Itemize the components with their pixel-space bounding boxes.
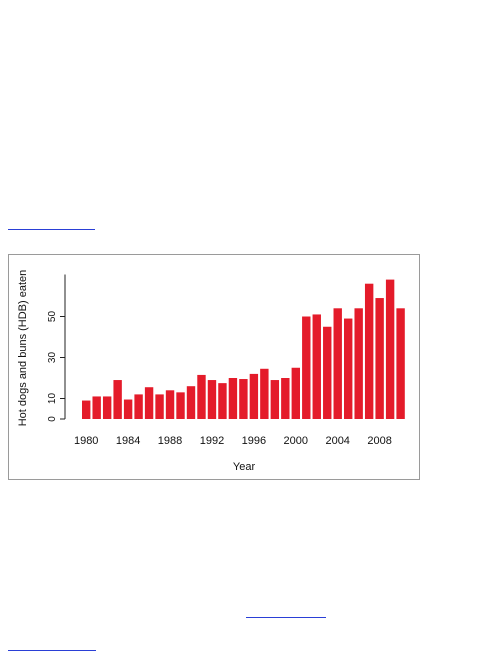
bar-1982 <box>102 396 112 419</box>
bar-2007 <box>364 283 374 419</box>
bar-2008 <box>375 298 384 419</box>
bar-1998 <box>270 380 280 419</box>
hyperlink-underline[interactable] <box>8 650 96 651</box>
bar-1996 <box>249 373 259 419</box>
bar-1984 <box>123 399 133 419</box>
bar-1988 <box>165 390 175 419</box>
x-tick-label: 1984 <box>116 435 140 447</box>
bar-1995 <box>239 379 248 419</box>
bar-1994 <box>228 378 238 419</box>
x-tick-label: 2004 <box>325 435 349 447</box>
bar-1986 <box>144 387 154 419</box>
bar-1991 <box>197 374 206 419</box>
bar-2009 <box>385 279 395 419</box>
x-tick-label: 1996 <box>242 435 266 447</box>
x-axis-label: Year <box>233 461 256 473</box>
bar-1992 <box>207 380 217 419</box>
bar-2001 <box>302 316 311 419</box>
bar-1981 <box>92 396 101 419</box>
bar-1980 <box>82 400 91 419</box>
bar-2004 <box>333 308 342 419</box>
bars <box>82 279 405 420</box>
y-tick-label: 0 <box>47 416 58 422</box>
hyperlink-underline[interactable] <box>8 229 95 230</box>
chart-frame: 0 10 30 50 1980 1984 1988 1992 1996 2000 2004 2008… <box>8 254 420 480</box>
bar-2006 <box>354 308 363 419</box>
hyperlink-underline[interactable] <box>246 617 326 618</box>
bar-1983 <box>113 380 122 419</box>
y-tick-label: 50 <box>47 311 58 323</box>
x-tick-label: 2008 <box>367 435 391 447</box>
x-tick-label: 2000 <box>284 435 308 447</box>
bar-2000 <box>291 367 300 419</box>
bar-1989 <box>176 392 185 419</box>
bar-1985 <box>134 394 143 419</box>
x-tick-label: 1980 <box>74 435 98 447</box>
bar-2003 <box>323 326 332 419</box>
y-tick-label: 10 <box>47 393 58 405</box>
bar-chart: 0 10 30 50 1980 1984 1988 1992 1996 2000 2004 2008… <box>17 270 405 473</box>
x-tick-label: 1992 <box>200 435 224 447</box>
y-tick-label: 30 <box>47 352 58 364</box>
bar-2002 <box>312 314 321 419</box>
bar-1997 <box>260 368 269 419</box>
bar-1987 <box>155 394 164 419</box>
x-tick-label: 1988 <box>158 435 182 447</box>
bar-2010 <box>396 308 405 419</box>
bar-2005 <box>344 318 353 419</box>
bar-1999 <box>281 378 290 419</box>
y-axis-label: Hot dogs and buns (HDB) eaten <box>17 270 29 427</box>
bar-1990 <box>186 386 196 419</box>
x-axis: 1980 1984 1988 1992 1996 2000 2004 2008 <box>74 435 392 447</box>
y-axis: 0 10 30 50 <box>47 274 66 422</box>
bar-1993 <box>218 383 227 420</box>
